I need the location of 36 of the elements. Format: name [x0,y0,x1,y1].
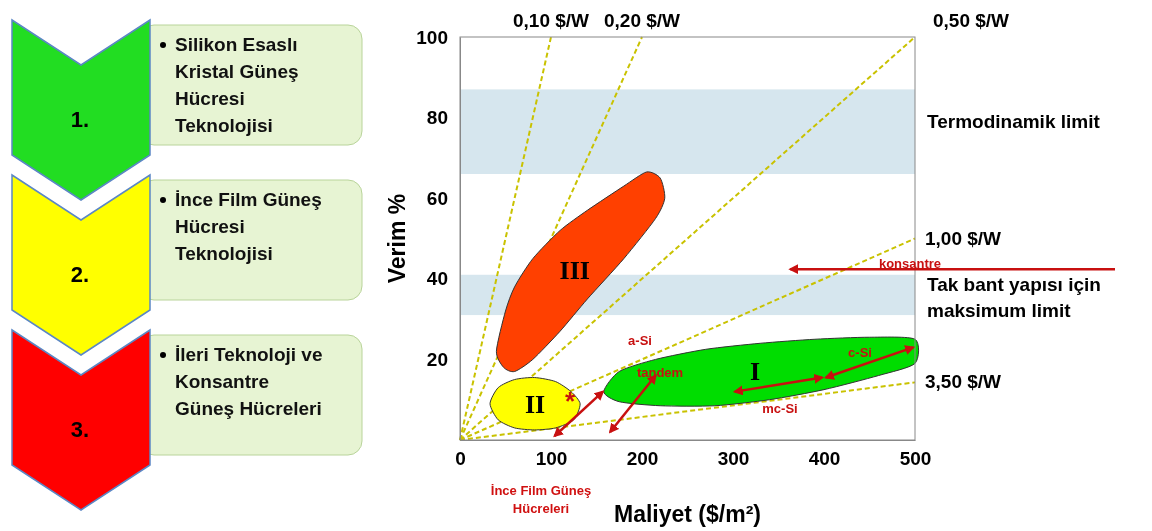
text: İleri Teknoloji ve Konsantre Güneş Hücreleri [175,344,323,419]
y-tick-label: 100 [416,26,448,48]
series-label: 0,50 $/W [933,10,1010,31]
annotation: c-Si [848,345,872,360]
annotation: a-Si [628,333,652,348]
series-label: II [524,390,546,420]
y-tick-label: 60 [426,187,448,209]
series-label: 0,20 $/W [603,10,681,31]
y-axis-title: Verim % [384,193,410,284]
band-label: Tak bant yapısı için maksimum limit [927,273,1101,321]
y-tick-label: 20 [426,348,448,370]
annotation: * [564,386,576,416]
x-tick-label: 400 [808,448,841,470]
series-label: 1,00 $/W [925,227,1002,249]
x-tick-label: 0 [455,448,466,470]
band-label: Termodinamik limit [927,110,1101,132]
annotation: tandem [636,365,684,380]
annotation: konsantre [878,256,942,271]
x-tick-label: 100 [535,448,568,470]
x-tick-label: 500 [899,448,932,470]
series-label: I [749,357,761,387]
text: 1. [70,107,90,132]
series-label: 0,10 $/W [512,10,590,31]
x-tick-label: 200 [626,448,659,470]
series-label: 3,50 $/W [925,371,1002,393]
annotation: mc-Si [762,401,798,416]
text: 2. [70,262,90,287]
text: Silikon Esaslı Kristal Güneş Hücresi Teknolojisi [175,34,299,136]
series-label: III [559,255,590,285]
x-tick-label: 300 [717,448,750,470]
text: İnce Film Güneş Hücresi Teknolojisi [175,189,322,264]
text: İnce Film Güneş Hücreleri [490,483,592,516]
y-tick-label: 40 [426,268,448,290]
y-tick-label: 80 [426,107,448,129]
x-axis-title: Maliyet ($/m²) [614,501,761,527]
text: 3. [70,417,90,442]
